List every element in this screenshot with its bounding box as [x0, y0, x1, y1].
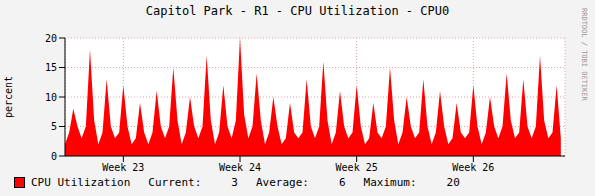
- svg-text:percent: percent: [8, 76, 14, 118]
- svg-text:0: 0: [51, 151, 57, 162]
- svg-text:5: 5: [51, 121, 57, 132]
- html-text:Average:: Average:: [256, 176, 309, 189]
- svg-text:20: 20: [45, 33, 57, 44]
- svg-text:15: 15: [45, 62, 57, 73]
- html-text:6: 6: [338, 176, 346, 189]
- html-text:CPU Utilization: CPU Utilization: [31, 176, 131, 189]
- html-text:Capitol Park - R1 - CPU Utiliz: Capitol Park - R1 - CPU Utilization - CP…: [145, 4, 450, 18]
- svg-text:Week 24: Week 24: [219, 162, 261, 173]
- svg-text:Week 26: Week 26: [452, 162, 494, 173]
- html-text:20: 20: [446, 176, 460, 189]
- svg-text:10: 10: [45, 92, 57, 103]
- html-text:RRDTOOL / TOBI OETIKER: RRDTOOL / TOBI OETIKER: [580, 8, 588, 101]
- html-text:3: 3: [231, 176, 238, 189]
- html-text:Maximum:: Maximum:: [363, 176, 417, 189]
- html-text:Current:: Current:: [148, 176, 202, 189]
- svg-text:Week 23: Week 23: [102, 162, 144, 173]
- svg-text:Week 25: Week 25: [336, 162, 378, 173]
